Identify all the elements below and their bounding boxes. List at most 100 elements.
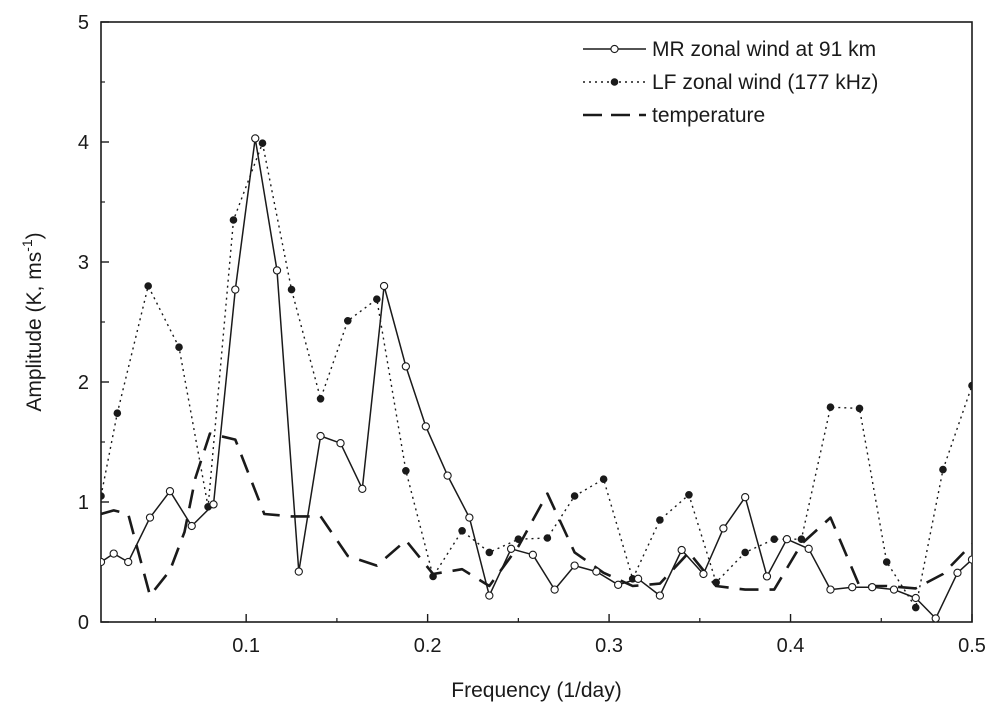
series-mr-zonal-wind-at-91-km — [101, 134, 972, 622]
y-axis-ticks: 0 1 2 3 4 5 — [78, 12, 109, 634]
data-point — [762, 572, 772, 581]
data-point — [144, 282, 152, 290]
data-point — [826, 585, 835, 594]
data-point — [528, 550, 538, 559]
data-point — [570, 561, 579, 570]
series-line — [101, 432, 972, 597]
x-tick-label: 0.2 — [414, 635, 442, 657]
data-point — [175, 343, 183, 352]
data-point — [931, 614, 940, 622]
legend-item-temperature: temperature — [583, 104, 765, 127]
y-axis-title: Amplitude (K, ms-1) — [19, 232, 46, 411]
y-axis-title-close: ) — [23, 232, 46, 239]
data-point — [712, 578, 720, 587]
data-point — [458, 526, 466, 535]
legend-item-lf-zonal-wind-177-khz: LF zonal wind (177 kHz) — [583, 71, 878, 94]
data-point — [826, 403, 835, 412]
data-point — [656, 516, 664, 524]
data-point — [101, 557, 106, 567]
data-point — [316, 431, 325, 441]
x-tick-label: 0.3 — [595, 635, 623, 657]
data-point — [550, 585, 559, 594]
data-point — [229, 216, 238, 224]
x-tick-label: 0.4 — [777, 635, 805, 657]
x-axis-ticks: 0.1 0.2 0.3 0.4 0.5 — [154, 614, 986, 657]
data-point — [741, 493, 750, 502]
data-point — [443, 471, 452, 480]
data-point — [911, 593, 920, 603]
data-point — [570, 492, 579, 500]
data-point — [614, 580, 623, 589]
data-point — [402, 466, 410, 475]
data-point — [677, 545, 686, 555]
data-point — [343, 316, 352, 325]
data-point — [101, 492, 105, 500]
data-point — [770, 535, 779, 543]
y-tick-label: 5 — [78, 12, 89, 34]
data-point — [685, 490, 693, 499]
data-point — [124, 557, 133, 567]
data-point — [465, 513, 474, 522]
data-point — [316, 394, 325, 403]
x-axis-title: Frequency (1/day) — [451, 679, 621, 702]
series-temperature — [101, 432, 972, 597]
data-point — [889, 585, 899, 594]
data-point — [429, 572, 437, 581]
legend-label: LF zonal wind (177 kHz) — [652, 71, 878, 94]
data-point — [145, 513, 155, 522]
data-point — [379, 281, 389, 291]
y-tick-label: 2 — [78, 372, 89, 394]
data-point — [719, 524, 728, 533]
data-point — [655, 591, 665, 600]
x-tick-label: 0.5 — [958, 635, 986, 657]
data-point — [699, 569, 708, 579]
data-point — [485, 548, 494, 557]
data-point — [514, 535, 523, 543]
data-point — [599, 475, 608, 484]
data-point — [848, 583, 857, 592]
data-point — [939, 465, 947, 474]
data-point — [882, 558, 891, 566]
data-point — [797, 535, 806, 543]
y-tick-label: 3 — [78, 252, 89, 274]
data-point — [953, 568, 962, 577]
data-point — [109, 549, 118, 558]
data-point — [911, 603, 920, 612]
data-point — [543, 534, 552, 542]
data-point — [336, 439, 345, 448]
data-point — [113, 409, 122, 418]
data-point — [258, 139, 267, 148]
y-tick-label: 4 — [78, 132, 89, 154]
y-tick-label: 1 — [78, 492, 89, 514]
data-point — [868, 583, 877, 592]
data-point — [209, 500, 218, 509]
data-point — [741, 548, 749, 557]
legend-label: temperature — [652, 104, 765, 127]
series-lf-zonal-wind-177-khz — [101, 139, 972, 612]
legend-swatch-marker — [610, 44, 619, 54]
legend-swatch-marker — [610, 78, 619, 86]
y-axis-title-superscript: -1 — [19, 239, 35, 252]
data-point — [804, 544, 813, 553]
series-line — [101, 142, 972, 609]
data-point — [373, 295, 381, 304]
legend: MR zonal wind at 91 km LF zonal wind (177… — [583, 38, 878, 127]
y-axis-title-main: Amplitude (K, ms — [23, 252, 46, 412]
data-point — [506, 544, 516, 553]
data-point — [231, 285, 240, 294]
data-point — [187, 521, 196, 531]
data-point — [968, 381, 972, 390]
data-point — [251, 134, 260, 143]
data-point — [272, 266, 282, 275]
x-tick-label: 0.1 — [232, 635, 260, 657]
data-point — [855, 404, 864, 413]
data-point — [294, 567, 303, 576]
data-point — [485, 591, 494, 600]
data-point — [421, 422, 430, 431]
data-point — [401, 362, 410, 371]
y-tick-label: 0 — [78, 612, 89, 634]
data-point — [165, 487, 175, 496]
legend-item-mr-zonal-wind-at-91-km: MR zonal wind at 91 km — [583, 38, 876, 61]
plot-series — [101, 134, 972, 622]
